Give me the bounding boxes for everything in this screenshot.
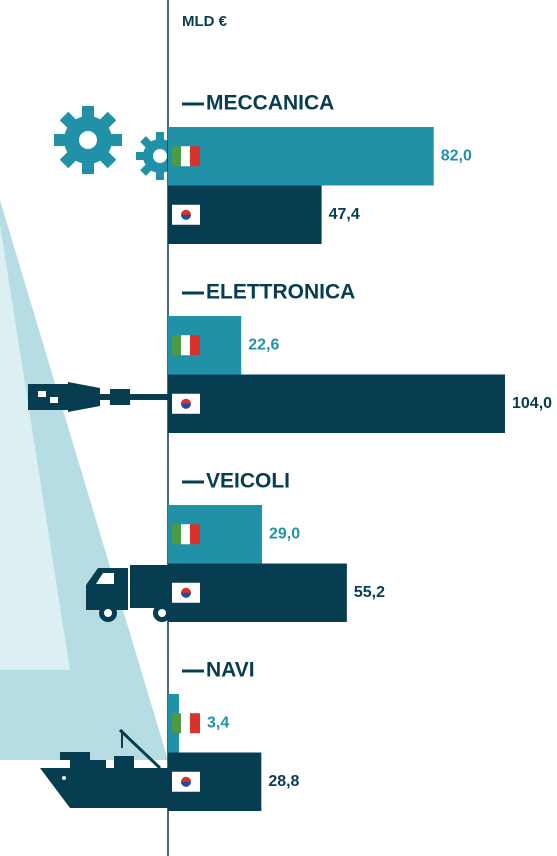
category-label: MECCANICA [206,92,334,115]
flag-green [172,146,181,166]
bar [168,375,505,434]
value-label: 47,4 [329,206,360,223]
flag-white [181,335,190,355]
usb-icon [28,382,168,412]
flag-green [172,713,181,733]
flag-white [181,713,190,733]
category-label: NAVI [206,659,255,682]
flag-red [190,146,200,166]
label-dash [182,670,204,673]
label-dash [182,103,204,106]
value-label: 55,2 [354,584,385,601]
flag-green [172,524,181,544]
category-label: VEICOLI [206,470,290,493]
value-label: 82,0 [441,147,472,164]
bar [168,127,434,186]
flag-red [190,335,200,355]
flag-red [190,713,200,733]
chart: MLD € MECCANICA 82,0 47,4 ELETTRONICA 22,6 10… [0,0,557,856]
value-label: 3,4 [207,714,229,731]
chart-title: MLD € [182,13,228,30]
flag-white [181,524,190,544]
flag-green [172,335,181,355]
flag-red [190,524,200,544]
gears-icon [54,106,184,180]
flag-white [181,146,190,166]
value-label: 29,0 [269,525,300,542]
value-label: 22,6 [248,336,279,353]
label-dash [182,292,204,295]
category-label: ELETTRONICA [206,281,355,304]
value-label: 28,8 [268,773,299,790]
value-label: 104,0 [512,395,552,412]
label-dash [182,481,204,484]
